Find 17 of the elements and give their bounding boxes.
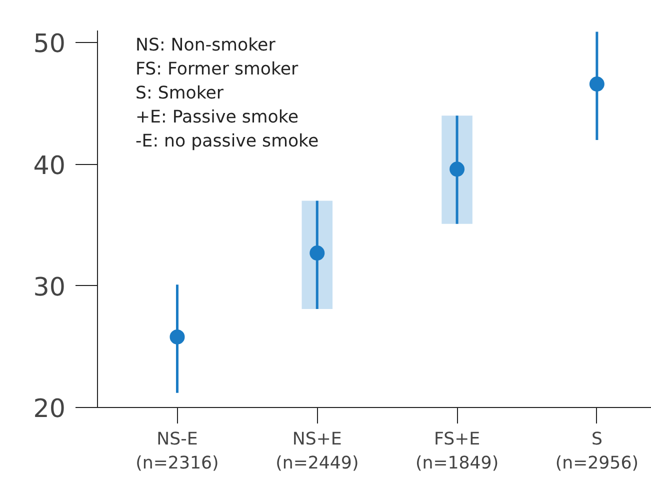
annotation: S: Smoker <box>136 84 224 104</box>
y-tick-label: 30 <box>33 271 66 302</box>
annotation: FS: Former smoker <box>136 60 300 80</box>
annotation: NS: Non-smoker <box>136 36 276 56</box>
x-tick-label: FS+E (n=1849) <box>415 430 499 474</box>
point <box>170 329 185 344</box>
point <box>589 76 604 92</box>
x-tick-label: NS+E (n=2449) <box>276 430 359 474</box>
x-tick-label: NS-E (n=2316) <box>136 430 219 474</box>
y-tick-label: 50 <box>33 28 66 58</box>
x-tick-label: S (n=2956) <box>555 430 639 474</box>
y-tick-label: 20 <box>33 393 66 423</box>
annotation: -E: no passive smoke <box>136 132 319 152</box>
y-tick-label: 40 <box>33 150 66 180</box>
point <box>450 162 465 177</box>
point <box>310 246 325 261</box>
annotation: +E: Passive smoke <box>136 108 298 128</box>
